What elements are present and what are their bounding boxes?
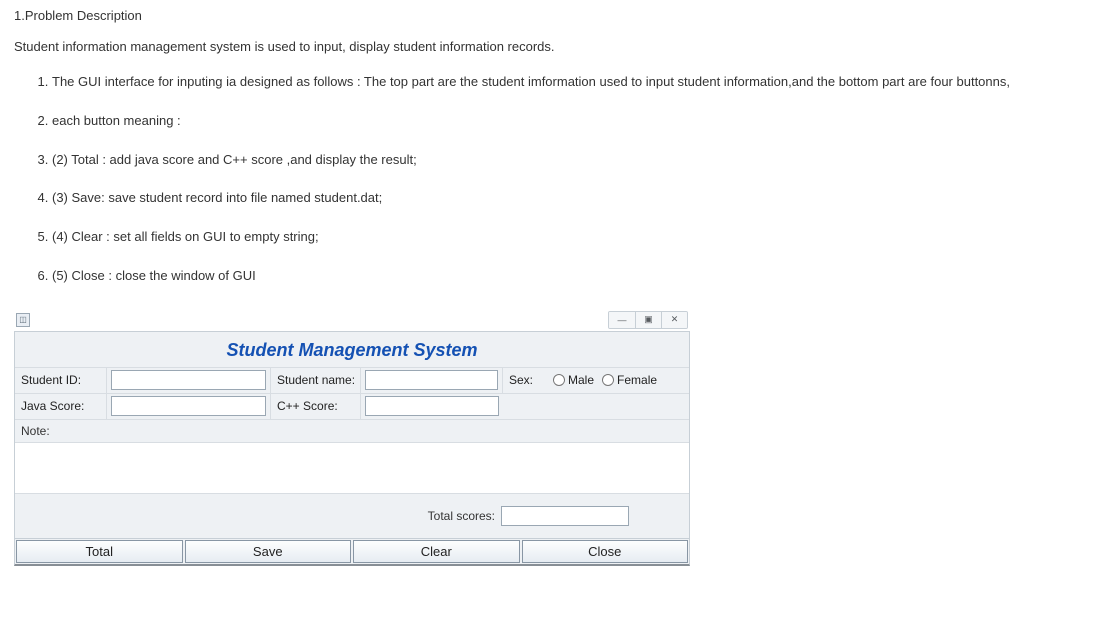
form-row-1: Student ID: Student name: Sex: Male bbox=[15, 367, 689, 393]
list-item: (3) Save: save student record into file … bbox=[52, 188, 1082, 209]
cpp-score-label: C++ Score: bbox=[271, 394, 361, 419]
gui-body: Student Management System Student ID: St… bbox=[14, 331, 690, 566]
form-row-2: Java Score: C++ Score: bbox=[15, 393, 689, 419]
gui-title: Student Management System bbox=[15, 332, 689, 367]
cpp-score-input[interactable] bbox=[365, 396, 499, 416]
sysmenu-icon[interactable]: ◫ bbox=[16, 313, 30, 327]
female-label: Female bbox=[617, 373, 657, 387]
student-name-label: Student name: bbox=[271, 368, 361, 393]
clear-button[interactable]: Clear bbox=[353, 540, 520, 563]
java-score-input[interactable] bbox=[111, 396, 266, 416]
male-label: Male bbox=[568, 373, 594, 387]
note-label: Note: bbox=[15, 420, 689, 442]
list-item: The GUI interface for inputing ia design… bbox=[52, 72, 1082, 93]
spec-list: The GUI interface for inputing ia design… bbox=[14, 72, 1082, 287]
student-name-cell bbox=[361, 368, 503, 393]
student-id-label: Student ID: bbox=[15, 368, 107, 393]
note-row: Note: bbox=[15, 419, 689, 494]
intro-text: Student information management system is… bbox=[14, 39, 1082, 54]
student-name-input[interactable] bbox=[365, 370, 498, 390]
window-titlebar: ◫ — ▣ ✕ bbox=[14, 309, 690, 331]
window-controls: — ▣ ✕ bbox=[608, 311, 688, 329]
list-item: (2) Total : add java score and C++ score… bbox=[52, 150, 1082, 171]
male-radio[interactable] bbox=[553, 374, 565, 386]
gui-mockup: ◫ — ▣ ✕ Student Management System Studen… bbox=[14, 309, 690, 566]
list-item: (4) Clear : set all fields on GUI to emp… bbox=[52, 227, 1082, 248]
save-button[interactable]: Save bbox=[185, 540, 352, 563]
list-item: (5) Close : close the window of GUI bbox=[52, 266, 1082, 287]
form-area: Student ID: Student name: Sex: Male bbox=[15, 367, 689, 538]
sex-options: Male Female bbox=[545, 373, 665, 387]
list-item: each button meaning : bbox=[52, 111, 1082, 132]
student-id-input[interactable] bbox=[111, 370, 266, 390]
female-option[interactable]: Female bbox=[602, 373, 657, 387]
student-id-cell bbox=[107, 368, 271, 393]
note-textarea[interactable] bbox=[15, 442, 689, 494]
total-button[interactable]: Total bbox=[16, 540, 183, 563]
total-scores-field bbox=[501, 506, 629, 526]
section-heading: 1.Problem Description bbox=[14, 8, 1082, 23]
close-button[interactable]: Close bbox=[522, 540, 689, 563]
java-score-cell bbox=[107, 394, 271, 419]
cpp-score-cell bbox=[361, 394, 503, 419]
maximize-button[interactable]: ▣ bbox=[635, 312, 661, 328]
total-scores-label: Total scores: bbox=[428, 509, 495, 523]
button-row: Total Save Clear Close bbox=[15, 538, 689, 564]
minimize-button[interactable]: — bbox=[609, 312, 635, 328]
female-radio[interactable] bbox=[602, 374, 614, 386]
total-row: Total scores: bbox=[15, 494, 689, 538]
window-close-button[interactable]: ✕ bbox=[661, 312, 687, 328]
sex-label: Sex: bbox=[503, 368, 545, 393]
java-score-label: Java Score: bbox=[15, 394, 107, 419]
male-option[interactable]: Male bbox=[553, 373, 594, 387]
